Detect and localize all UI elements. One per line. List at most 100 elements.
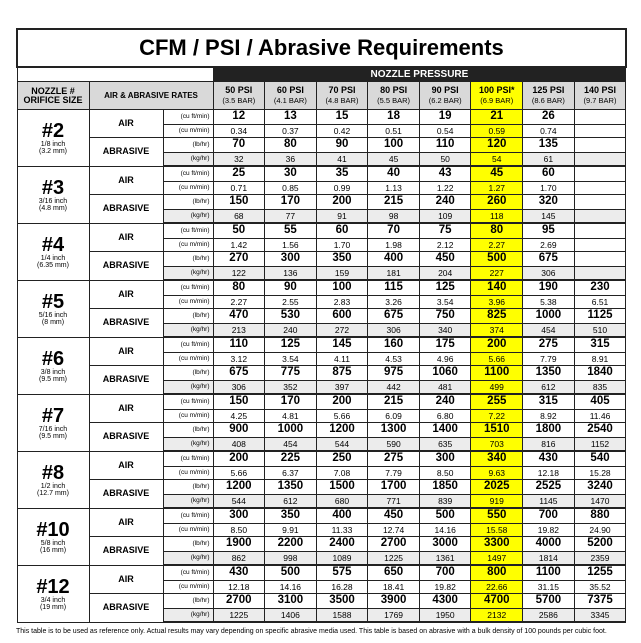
value-cell: 21 xyxy=(470,109,524,125)
value-cell xyxy=(573,194,627,210)
requirements-table: CFM / PSI / Abrasive Requirements NOZZLE … xyxy=(16,28,627,623)
value-cell: 775 xyxy=(264,365,317,381)
value-cell: 4700 xyxy=(470,593,524,609)
unit-label: (cu ft/min) xyxy=(162,109,214,125)
value-cell: 41 xyxy=(315,152,369,167)
value-cell: 450 xyxy=(367,507,420,524)
value-cell: 1350 xyxy=(264,479,317,495)
value-cell: 8.91 xyxy=(573,352,627,366)
value-cell: 3240 xyxy=(573,479,627,495)
nozzle-mm: (6.35 mm) xyxy=(37,261,69,269)
value-cell: 3.96 xyxy=(470,295,524,309)
value-cell: 0.99 xyxy=(315,181,369,195)
unit-label: (lb/hr) xyxy=(162,308,214,324)
value-cell: 200 xyxy=(315,194,369,210)
value-cell: 575 xyxy=(315,564,369,581)
value-cell: 1588 xyxy=(315,608,369,623)
value-cell: 3000 xyxy=(418,536,472,552)
header-row: NOZZLE # ORIFICE SIZE AIR & ABRASIVE RATES… xyxy=(16,81,627,110)
value-cell: 7375 xyxy=(573,593,627,609)
bar-label: (5.5 BAR) xyxy=(377,96,411,106)
data-row: (cu m/min) 1.42 1.56 1.70 1.98 2.12 2.27 2.69 xyxy=(17,238,627,252)
value-cell: 975 xyxy=(367,365,420,381)
nozzle-cell: #6 3/8 inch (9.5 mm) xyxy=(16,336,90,395)
nozzle-mm: (12.7 mm) xyxy=(37,489,69,497)
value-cell: 140 xyxy=(470,279,524,296)
footnote: This table is to be used as reference on… xyxy=(16,628,607,635)
value-cell: 3.26 xyxy=(367,295,420,309)
value-cell: 115 xyxy=(367,279,420,296)
value-cell: 600 xyxy=(315,308,369,324)
value-cell: 2200 xyxy=(264,536,317,552)
value-cell: 400 xyxy=(315,507,369,524)
data-row: #3 3/16 inch (4.8 mm) AIR (cu ft/min) 25 30 35 4… xyxy=(16,165,627,224)
data-row: ABRASIVE (lb/hr) 470 530 600 675 750 825 1000 112… xyxy=(17,308,627,338)
group-row: NOZZLE PRESSURE xyxy=(16,66,627,82)
data-row: (cu m/min) 0.71 0.85 0.99 1.13 1.22 1.27 1.70 xyxy=(17,181,627,195)
value-cell: 200 xyxy=(212,450,266,467)
value-cell: 675 xyxy=(367,308,420,324)
unit-label: (kg/hr) xyxy=(162,323,214,338)
value-cell: 430 xyxy=(212,564,266,581)
value-cell: 9.63 xyxy=(470,466,524,480)
value-cell: 374 xyxy=(470,323,524,338)
value-cell: 300 xyxy=(212,507,266,524)
value-cell: 227 xyxy=(470,266,524,281)
data-row: #2 1/8 inch (3.2 mm) AIR (cu ft/min) 12 13 15 18… xyxy=(16,109,627,167)
nozzle-mm: (3.2 mm) xyxy=(39,147,67,155)
unit-label: (lb/hr) xyxy=(162,593,214,609)
data-row: ABRASIVE (lb/hr) 150 170 200 215 240 260 320 xyxy=(17,194,627,224)
value-cell: 530 xyxy=(264,308,317,324)
nozzle-cell: #7 7/16 inch (9.5 mm) xyxy=(16,393,90,452)
data-row: ABRASIVE (lb/hr) 1900 2200 2400 2700 3000 3300 4… xyxy=(17,536,627,566)
value-cell: 1700 xyxy=(367,479,420,495)
value-cell: 32 xyxy=(212,152,266,167)
nozzle-number: #10 xyxy=(36,518,70,541)
value-cell: 80 xyxy=(470,222,524,239)
value-cell: 2586 xyxy=(522,608,575,623)
value-cell: 2.12 xyxy=(418,238,472,252)
value-cell: 80 xyxy=(264,137,317,153)
nozzle-mm: (4.8 mm) xyxy=(39,204,67,212)
value-cell: 1840 xyxy=(573,365,627,381)
value-cell: 215 xyxy=(367,393,420,410)
value-cell: 1800 xyxy=(522,422,575,438)
unit-label: (cu ft/min) xyxy=(162,450,214,467)
value-cell: 315 xyxy=(573,336,627,353)
value-cell: 35 xyxy=(315,165,369,182)
value-cell: 12.18 xyxy=(212,580,266,594)
value-cell: 1.22 xyxy=(418,181,472,195)
value-cell: 2700 xyxy=(367,536,420,552)
nozzle-inch: 5/8 inch xyxy=(40,539,66,547)
value-cell: 6.09 xyxy=(367,409,420,423)
value-cell: 5.66 xyxy=(315,409,369,423)
value-cell: 77 xyxy=(264,209,317,224)
pressure-header: 50 PSI (3.5 BAR) xyxy=(212,81,266,110)
value-cell: 95 xyxy=(522,222,575,239)
value-cell: 15.58 xyxy=(470,523,524,537)
value-cell: 12.18 xyxy=(522,466,575,480)
nozzle-number: #8 xyxy=(41,461,65,484)
value-cell: 12.74 xyxy=(367,523,420,537)
value-cell: 4.25 xyxy=(212,409,266,423)
value-cell: 8.50 xyxy=(418,466,472,480)
unit-label: (lb/hr) xyxy=(162,194,214,210)
unit-label: (kg/hr) xyxy=(162,608,214,623)
bar-label: (6.2 BAR) xyxy=(428,96,462,106)
value-cell: 703 xyxy=(470,437,524,452)
value-cell: 499 xyxy=(470,380,524,395)
value-cell: 3100 xyxy=(264,593,317,609)
value-cell: 31.15 xyxy=(522,580,575,594)
table: CFM / PSI / Abrasive Requirements NOZZLE … xyxy=(16,28,627,623)
nozzle-inch: 1/4 inch xyxy=(40,254,66,262)
value-cell: 125 xyxy=(418,279,472,296)
value-cell: 2400 xyxy=(315,536,369,552)
unit-label: (cu m/min) xyxy=(162,352,214,366)
bar-label: (8.6 BAR) xyxy=(531,96,565,106)
value-cell: 1470 xyxy=(573,494,627,509)
abrasive-label: ABRASIVE xyxy=(88,137,164,167)
value-cell: 2525 xyxy=(522,479,575,495)
value-cell: 6.80 xyxy=(418,409,472,423)
value-cell: 200 xyxy=(470,336,524,353)
value-cell: 1510 xyxy=(470,422,524,438)
